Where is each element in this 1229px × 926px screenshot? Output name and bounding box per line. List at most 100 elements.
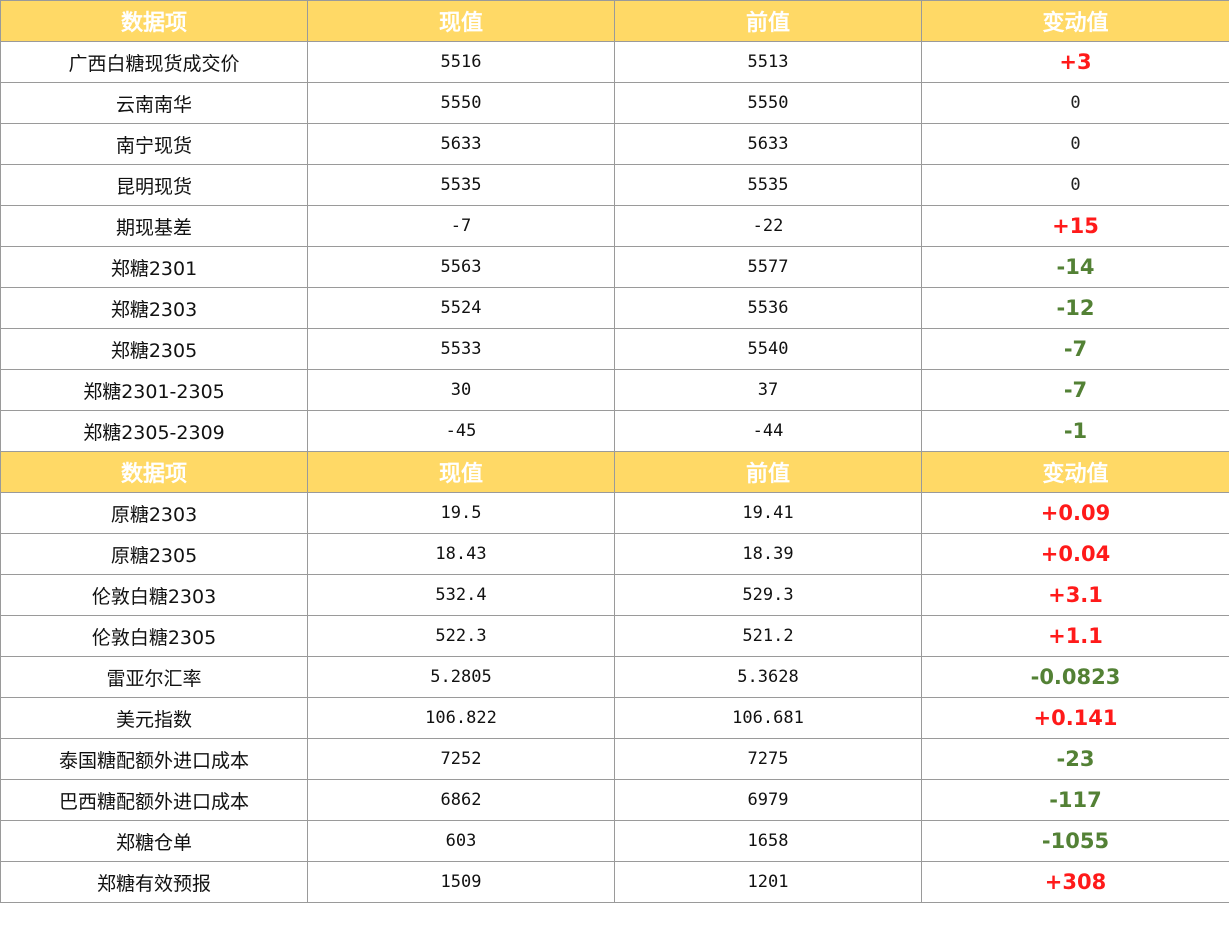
table-row: 美元指数 106.822 106.681 +0.141 bbox=[0, 697, 1229, 739]
row-current-value: 7252 bbox=[307, 738, 615, 780]
row-previous-value: 1201 bbox=[614, 861, 922, 903]
header-item: 数据项 bbox=[0, 451, 308, 493]
row-item-name: 郑糖2305-2309 bbox=[0, 410, 308, 452]
row-change-value: +0.09 bbox=[921, 492, 1229, 534]
row-current-value: 532.4 bbox=[307, 574, 615, 616]
row-previous-value: -44 bbox=[614, 410, 922, 452]
row-change-value: +3 bbox=[921, 41, 1229, 83]
header-row: 数据项 现值 前值 变动值 bbox=[0, 451, 1229, 493]
table-row: 原糖2303 19.5 19.41 +0.09 bbox=[0, 492, 1229, 534]
row-current-value: 106.822 bbox=[307, 697, 615, 739]
row-previous-value: 521.2 bbox=[614, 615, 922, 657]
table-row: 郑糖2303 5524 5536 -12 bbox=[0, 287, 1229, 329]
row-change-value: 0 bbox=[921, 164, 1229, 206]
row-change-value: -1 bbox=[921, 410, 1229, 452]
row-item-name: 郑糖2305 bbox=[0, 328, 308, 370]
row-current-value: -45 bbox=[307, 410, 615, 452]
row-item-name: 期现基差 bbox=[0, 205, 308, 247]
row-previous-value: 1658 bbox=[614, 820, 922, 862]
row-previous-value: 5535 bbox=[614, 164, 922, 206]
table-row: 期现基差 -7 -22 +15 bbox=[0, 205, 1229, 247]
row-current-value: 5535 bbox=[307, 164, 615, 206]
row-current-value: 5550 bbox=[307, 82, 615, 124]
row-item-name: 南宁现货 bbox=[0, 123, 308, 165]
header-change: 变动值 bbox=[921, 0, 1229, 42]
row-item-name: 雷亚尔汇率 bbox=[0, 656, 308, 698]
header-row: 数据项 现值 前值 变动值 bbox=[0, 0, 1229, 42]
table-row: 伦敦白糖2303 532.4 529.3 +3.1 bbox=[0, 574, 1229, 616]
row-item-name: 原糖2303 bbox=[0, 492, 308, 534]
row-current-value: 6862 bbox=[307, 779, 615, 821]
row-previous-value: 5.3628 bbox=[614, 656, 922, 698]
row-current-value: 5563 bbox=[307, 246, 615, 288]
row-item-name: 巴西糖配额外进口成本 bbox=[0, 779, 308, 821]
table-row: 郑糖2305 5533 5540 -7 bbox=[0, 328, 1229, 370]
row-previous-value: 5577 bbox=[614, 246, 922, 288]
row-current-value: 18.43 bbox=[307, 533, 615, 575]
row-previous-value: 5513 bbox=[614, 41, 922, 83]
row-current-value: 522.3 bbox=[307, 615, 615, 657]
table-row: 云南南华 5550 5550 0 bbox=[0, 82, 1229, 124]
row-change-value: 0 bbox=[921, 82, 1229, 124]
row-current-value: 30 bbox=[307, 369, 615, 411]
row-change-value: -14 bbox=[921, 246, 1229, 288]
row-current-value: 5524 bbox=[307, 287, 615, 329]
row-item-name: 郑糖2303 bbox=[0, 287, 308, 329]
row-item-name: 郑糖2301 bbox=[0, 246, 308, 288]
row-change-value: -7 bbox=[921, 328, 1229, 370]
row-item-name: 广西白糖现货成交价 bbox=[0, 41, 308, 83]
row-item-name: 伦敦白糖2305 bbox=[0, 615, 308, 657]
row-previous-value: 5550 bbox=[614, 82, 922, 124]
sugar-data-table: 数据项 现值 前值 变动值 广西白糖现货成交价 5516 5513 +3 云南南华 5550 555… bbox=[0, 0, 1229, 903]
row-item-name: 原糖2305 bbox=[0, 533, 308, 575]
row-previous-value: 5540 bbox=[614, 328, 922, 370]
row-current-value: 19.5 bbox=[307, 492, 615, 534]
row-previous-value: -22 bbox=[614, 205, 922, 247]
row-previous-value: 18.39 bbox=[614, 533, 922, 575]
row-change-value: -23 bbox=[921, 738, 1229, 780]
row-item-name: 伦敦白糖2303 bbox=[0, 574, 308, 616]
row-previous-value: 106.681 bbox=[614, 697, 922, 739]
header-current: 现值 bbox=[307, 0, 615, 42]
row-previous-value: 5633 bbox=[614, 123, 922, 165]
row-current-value: 5.2805 bbox=[307, 656, 615, 698]
row-current-value: 5633 bbox=[307, 123, 615, 165]
table-row: 昆明现货 5535 5535 0 bbox=[0, 164, 1229, 206]
row-item-name: 泰国糖配额外进口成本 bbox=[0, 738, 308, 780]
table-row: 郑糖有效预报 1509 1201 +308 bbox=[0, 861, 1229, 903]
table-row: 原糖2305 18.43 18.39 +0.04 bbox=[0, 533, 1229, 575]
row-change-value: -1055 bbox=[921, 820, 1229, 862]
row-previous-value: 6979 bbox=[614, 779, 922, 821]
table-body: 数据项 现值 前值 变动值 广西白糖现货成交价 5516 5513 +3 云南南华 5550 555… bbox=[0, 0, 1229, 903]
header-item: 数据项 bbox=[0, 0, 308, 42]
row-previous-value: 37 bbox=[614, 369, 922, 411]
row-item-name: 郑糖仓单 bbox=[0, 820, 308, 862]
row-previous-value: 529.3 bbox=[614, 574, 922, 616]
row-current-value: 5533 bbox=[307, 328, 615, 370]
row-previous-value: 7275 bbox=[614, 738, 922, 780]
table-row: 郑糖2301 5563 5577 -14 bbox=[0, 246, 1229, 288]
row-current-value: 603 bbox=[307, 820, 615, 862]
row-item-name: 郑糖2301-2305 bbox=[0, 369, 308, 411]
table-row: 郑糖2305-2309 -45 -44 -1 bbox=[0, 410, 1229, 452]
header-previous: 前值 bbox=[614, 451, 922, 493]
row-current-value: -7 bbox=[307, 205, 615, 247]
row-change-value: +3.1 bbox=[921, 574, 1229, 616]
row-change-value: -0.0823 bbox=[921, 656, 1229, 698]
table-row: 伦敦白糖2305 522.3 521.2 +1.1 bbox=[0, 615, 1229, 657]
row-previous-value: 19.41 bbox=[614, 492, 922, 534]
table-row: 广西白糖现货成交价 5516 5513 +3 bbox=[0, 41, 1229, 83]
table-row: 泰国糖配额外进口成本 7252 7275 -23 bbox=[0, 738, 1229, 780]
row-previous-value: 5536 bbox=[614, 287, 922, 329]
row-item-name: 昆明现货 bbox=[0, 164, 308, 206]
row-current-value: 5516 bbox=[307, 41, 615, 83]
row-change-value: 0 bbox=[921, 123, 1229, 165]
row-change-value: +0.04 bbox=[921, 533, 1229, 575]
header-previous: 前值 bbox=[614, 0, 922, 42]
table-row: 南宁现货 5633 5633 0 bbox=[0, 123, 1229, 165]
table-row: 郑糖2301-2305 30 37 -7 bbox=[0, 369, 1229, 411]
row-item-name: 郑糖有效预报 bbox=[0, 861, 308, 903]
table-row: 郑糖仓单 603 1658 -1055 bbox=[0, 820, 1229, 862]
header-change: 变动值 bbox=[921, 451, 1229, 493]
header-current: 现值 bbox=[307, 451, 615, 493]
